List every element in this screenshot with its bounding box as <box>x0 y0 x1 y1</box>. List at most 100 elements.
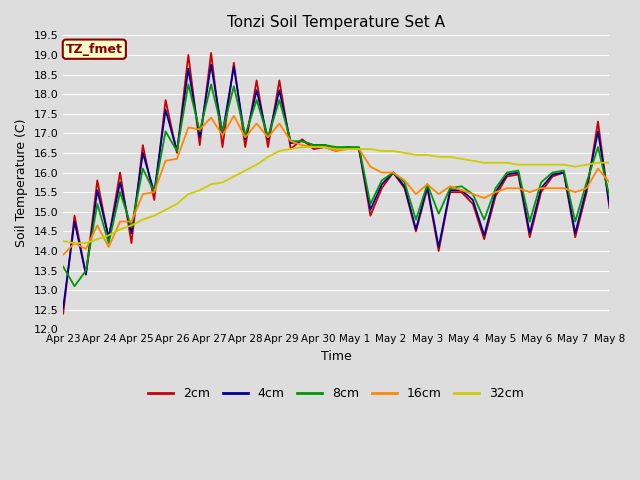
16cm <box>332 148 340 154</box>
2cm <box>298 136 306 142</box>
32cm <box>60 238 67 244</box>
4cm <box>287 140 294 146</box>
32cm <box>378 148 386 154</box>
32cm <box>127 223 135 228</box>
2cm <box>207 50 215 56</box>
8cm <box>332 144 340 150</box>
4cm <box>492 189 499 195</box>
16cm <box>93 223 101 228</box>
16cm <box>82 246 90 252</box>
8cm <box>548 169 556 175</box>
8cm <box>82 268 90 274</box>
16cm <box>241 134 249 140</box>
32cm <box>401 150 408 156</box>
16cm <box>321 144 329 150</box>
4cm <box>344 144 351 150</box>
Line: 16cm: 16cm <box>63 116 609 255</box>
32cm <box>287 146 294 152</box>
2cm <box>344 144 351 150</box>
2cm <box>355 146 363 152</box>
8cm <box>355 144 363 150</box>
32cm <box>572 164 579 169</box>
2cm <box>287 146 294 152</box>
16cm <box>537 185 545 191</box>
16cm <box>401 178 408 183</box>
4cm <box>298 138 306 144</box>
2cm <box>241 144 249 150</box>
32cm <box>446 154 454 160</box>
8cm <box>435 211 442 216</box>
16cm <box>572 189 579 195</box>
16cm <box>287 138 294 144</box>
16cm <box>230 113 237 119</box>
4cm <box>583 185 591 191</box>
8cm <box>412 216 420 222</box>
16cm <box>594 166 602 171</box>
2cm <box>70 213 78 218</box>
Line: 32cm: 32cm <box>63 147 609 243</box>
4cm <box>60 305 67 311</box>
32cm <box>184 191 192 197</box>
8cm <box>127 225 135 230</box>
Line: 8cm: 8cm <box>63 84 609 286</box>
8cm <box>458 183 465 189</box>
32cm <box>207 181 215 187</box>
32cm <box>105 232 113 238</box>
4cm <box>253 87 260 93</box>
8cm <box>594 144 602 150</box>
4cm <box>560 169 568 175</box>
8cm <box>276 97 284 103</box>
32cm <box>435 154 442 160</box>
16cm <box>60 252 67 258</box>
32cm <box>310 144 317 150</box>
4cm <box>446 187 454 193</box>
16cm <box>127 219 135 225</box>
8cm <box>560 168 568 173</box>
4cm <box>572 230 579 236</box>
16cm <box>378 169 386 175</box>
2cm <box>560 169 568 175</box>
4cm <box>526 230 534 236</box>
4cm <box>355 146 363 152</box>
8cm <box>230 84 237 89</box>
16cm <box>389 169 397 175</box>
2cm <box>401 185 408 191</box>
4cm <box>458 187 465 193</box>
2cm <box>310 146 317 152</box>
16cm <box>492 189 499 195</box>
4cm <box>162 107 170 113</box>
Y-axis label: Soil Temperature (C): Soil Temperature (C) <box>15 118 28 247</box>
X-axis label: Time: Time <box>321 350 351 363</box>
16cm <box>196 127 204 132</box>
32cm <box>241 168 249 173</box>
8cm <box>446 185 454 191</box>
8cm <box>93 201 101 207</box>
16cm <box>162 158 170 164</box>
32cm <box>412 152 420 158</box>
32cm <box>298 144 306 150</box>
2cm <box>196 142 204 148</box>
4cm <box>548 172 556 178</box>
Title: Tonzi Soil Temperature Set A: Tonzi Soil Temperature Set A <box>227 15 445 30</box>
32cm <box>332 146 340 152</box>
4cm <box>127 230 135 236</box>
32cm <box>162 207 170 213</box>
4cm <box>332 146 340 152</box>
4cm <box>401 183 408 189</box>
8cm <box>310 142 317 148</box>
16cm <box>560 185 568 191</box>
16cm <box>276 120 284 126</box>
16cm <box>253 120 260 126</box>
8cm <box>264 134 272 140</box>
2cm <box>481 236 488 242</box>
32cm <box>367 146 374 152</box>
4cm <box>150 189 158 195</box>
32cm <box>605 160 613 166</box>
16cm <box>481 195 488 201</box>
2cm <box>105 236 113 242</box>
8cm <box>503 169 511 175</box>
4cm <box>82 272 90 277</box>
32cm <box>116 227 124 232</box>
32cm <box>196 187 204 193</box>
32cm <box>560 162 568 168</box>
